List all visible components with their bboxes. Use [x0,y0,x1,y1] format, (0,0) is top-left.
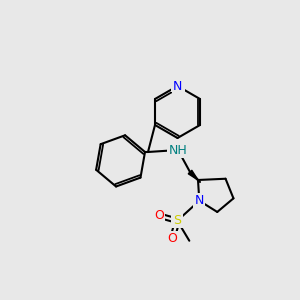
Text: N: N [195,194,204,207]
Text: S: S [173,214,181,227]
Bar [171,215,183,226]
Text: O: O [154,209,164,222]
Bar [170,80,184,92]
Text: N: N [173,80,182,92]
Bar [193,195,205,206]
Polygon shape [188,170,198,180]
Bar [168,143,188,157]
Text: O: O [167,232,177,245]
Bar [153,210,165,221]
Text: NH: NH [169,143,188,157]
Bar [166,233,178,244]
